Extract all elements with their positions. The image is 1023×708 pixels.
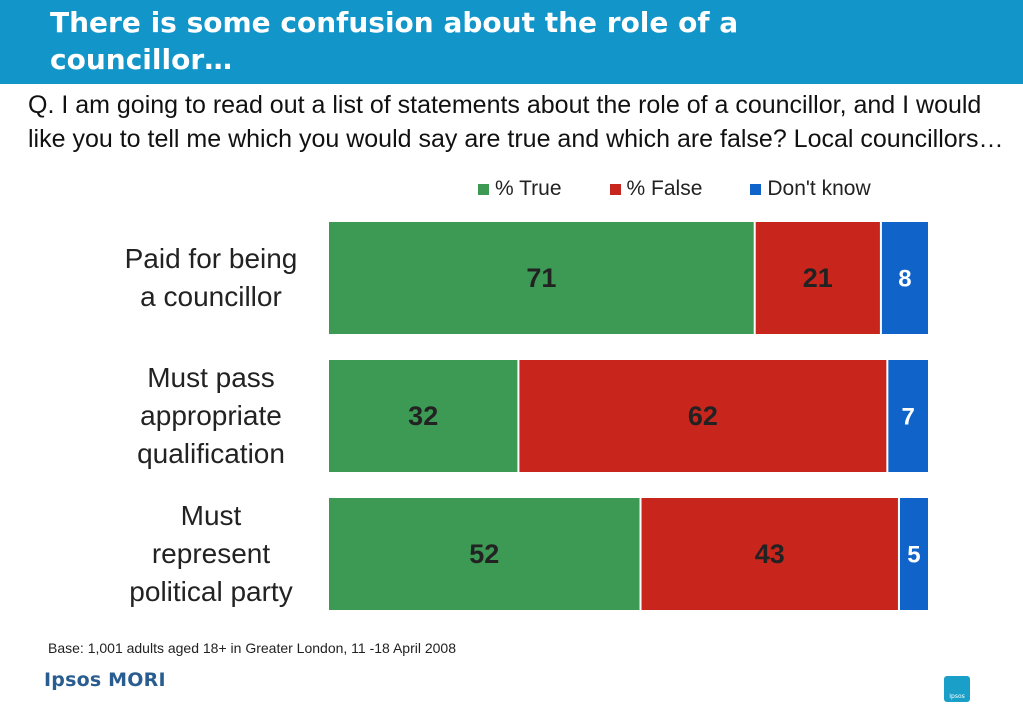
data-label-true: 32 <box>408 401 438 431</box>
bar-segment-dont-know <box>888 360 928 472</box>
bar-segment-true <box>329 360 518 472</box>
data-label-false: 21 <box>803 263 833 293</box>
ipsos-badge-icon: Ipsos <box>944 676 970 702</box>
page-title-line-2: councillor… <box>50 43 233 76</box>
category-label-party: Must represent political party <box>95 498 327 610</box>
bar-segment-false <box>755 222 880 334</box>
bar-segment-dont-know <box>881 222 928 334</box>
page-title-line-1: There is some confusion about the role o… <box>50 6 739 39</box>
legend-swatch-dont-know <box>750 183 762 195</box>
category-label-line: Must <box>180 500 242 531</box>
header-banner: There is some confusion about the role o… <box>0 0 1023 84</box>
ipsos-mori-logo: Ipsos MORI <box>44 669 166 691</box>
category-label-line: represent <box>151 538 271 569</box>
category-label-qualification: Must pass appropriate qualification <box>95 360 327 472</box>
legend-label-dont-know: Don't know <box>767 177 871 200</box>
category-label-line: political party <box>129 576 293 607</box>
category-label-line: appropriate <box>140 400 282 431</box>
data-label-dont-know: 7 <box>901 403 914 430</box>
chart-legend: % True % False Don't know <box>478 177 871 201</box>
category-label-line: a councillor <box>140 281 282 312</box>
base-footnote: Base: 1,001 adults aged 18+ in Greater L… <box>48 640 456 656</box>
legend-label-true: % True <box>495 177 562 200</box>
data-label-false: 43 <box>755 539 785 569</box>
legend-item-dont-know: Don't know <box>750 177 871 201</box>
legend-label-false: % False <box>626 177 703 200</box>
data-label-false: 62 <box>688 401 718 431</box>
legend-item-false: % False <box>609 177 703 201</box>
bar-segment-dont-know <box>899 498 928 610</box>
legend-swatch-false <box>609 183 621 195</box>
data-label-dont-know: 8 <box>898 265 911 292</box>
category-label-line: qualification <box>137 438 285 469</box>
legend-swatch-true <box>478 183 489 195</box>
bar-segment-true <box>329 222 754 334</box>
data-label-true: 52 <box>469 539 499 569</box>
page-title: There is some confusion about the role o… <box>50 4 950 78</box>
survey-question: Q. I am going to read out a list of stat… <box>28 91 1004 153</box>
data-label-true: 71 <box>526 263 556 293</box>
bar-segment-false <box>641 498 898 610</box>
category-label-line: Paid for being <box>124 243 298 274</box>
data-label-dont-know: 5 <box>907 541 920 568</box>
category-label-line: Must pass <box>147 362 275 393</box>
bar-segment-true <box>329 498 640 610</box>
category-label-paid: Paid for being a councillor <box>95 222 327 334</box>
legend-item-true: % True <box>478 177 562 201</box>
bar-segment-false <box>519 360 887 472</box>
